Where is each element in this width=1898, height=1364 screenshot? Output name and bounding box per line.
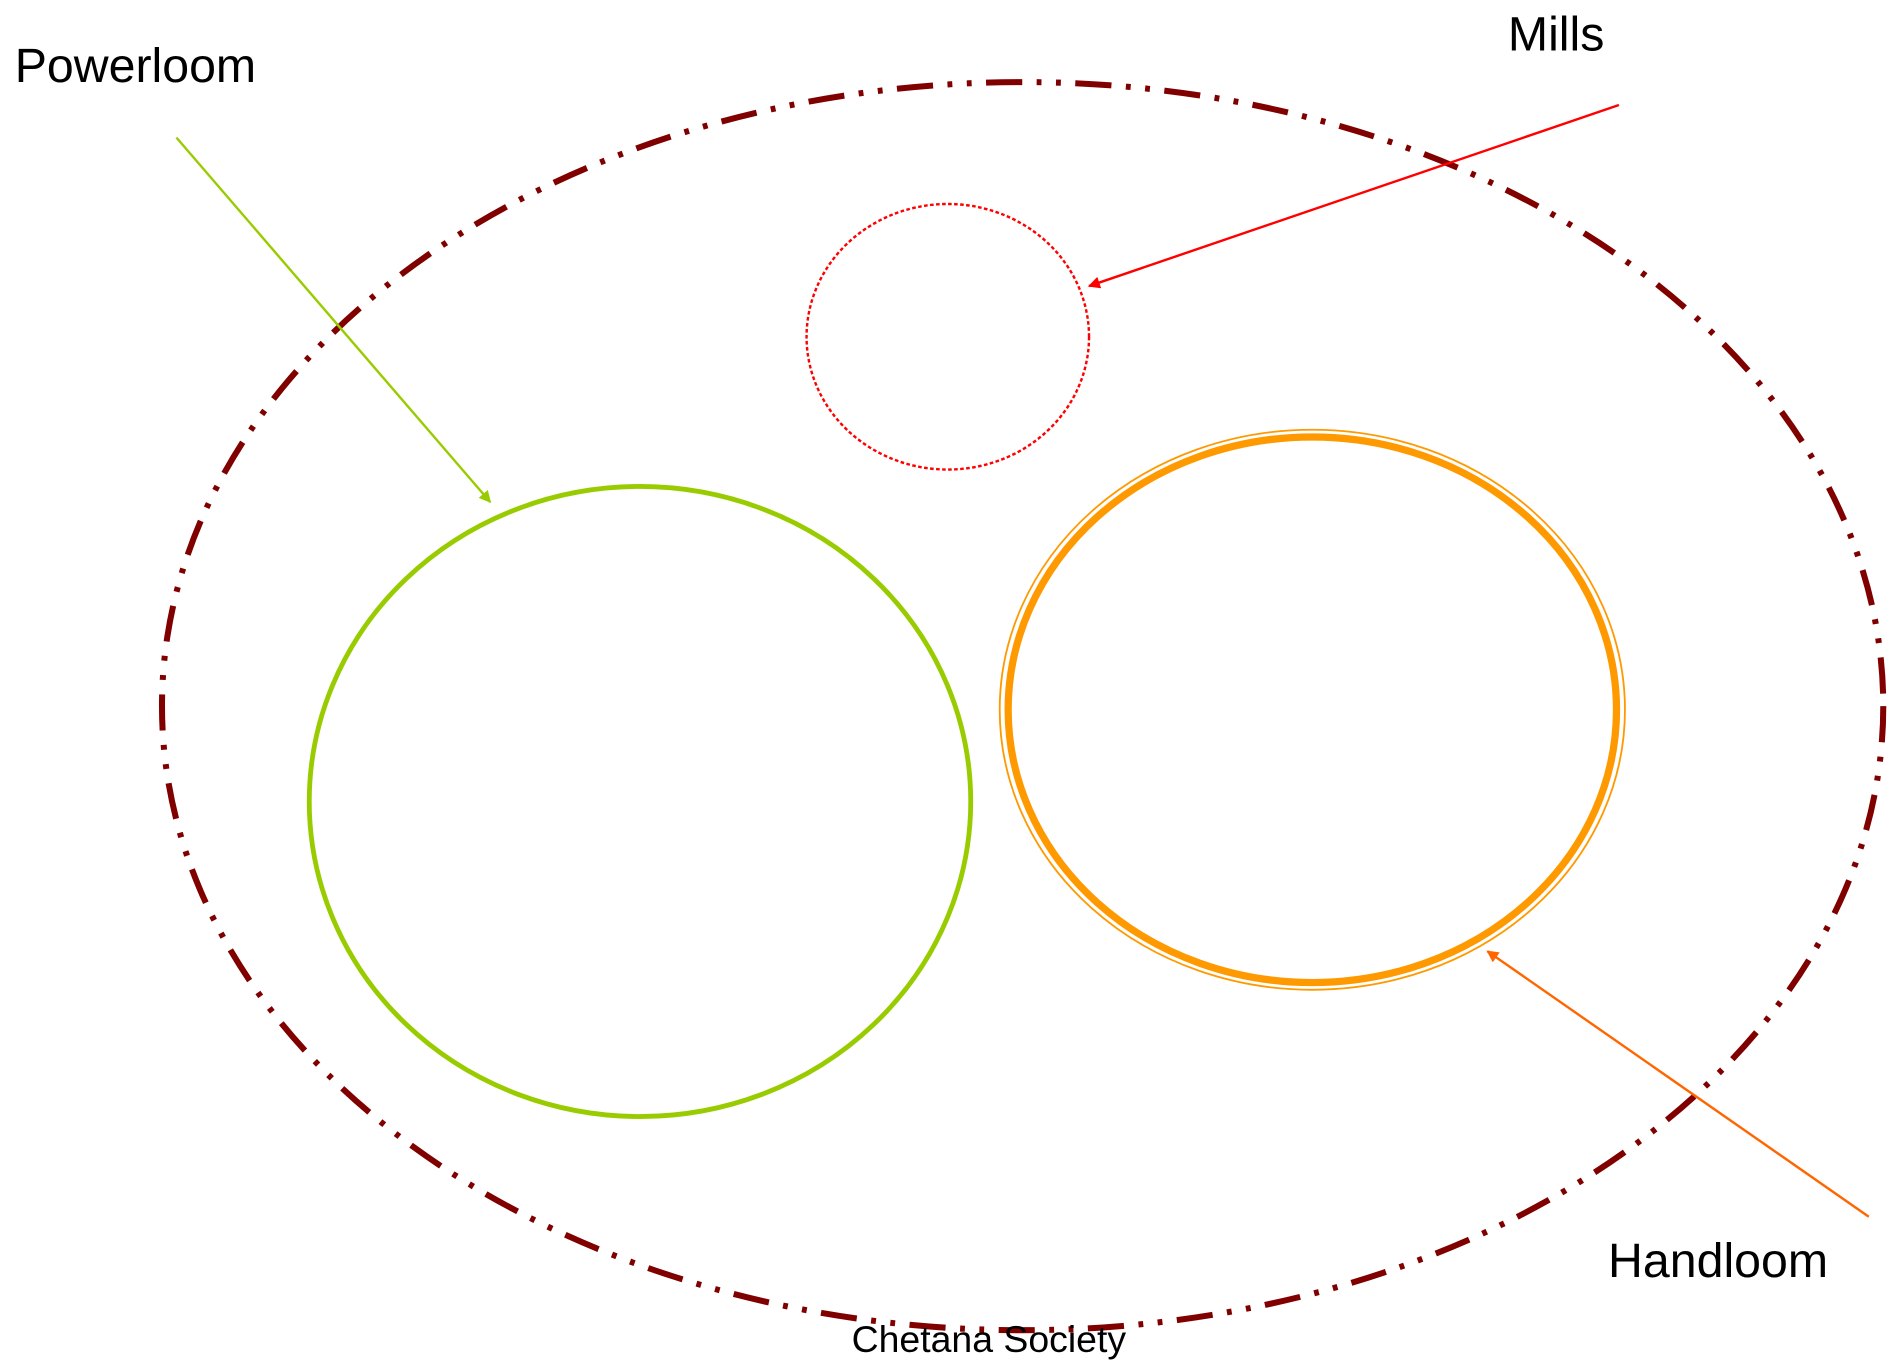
handloom-label: Handloom: [1608, 1234, 1828, 1288]
powerloom-circle: [306, 484, 974, 1119]
handloom-arrow: [1486, 950, 1870, 1218]
mills-arrow: [1087, 103, 1620, 289]
society-label: Chetana Society: [852, 1318, 1127, 1360]
powerloom-arrow: [175, 136, 492, 504]
handloom-outer-ring: [998, 428, 1626, 991]
mills-circle: [805, 202, 1091, 471]
mills-label: Mills: [1508, 8, 1605, 62]
powerloom-label: Powerloom: [15, 39, 256, 93]
society-ellipse: [158, 79, 1887, 1334]
handloom-circle: [1004, 433, 1621, 987]
